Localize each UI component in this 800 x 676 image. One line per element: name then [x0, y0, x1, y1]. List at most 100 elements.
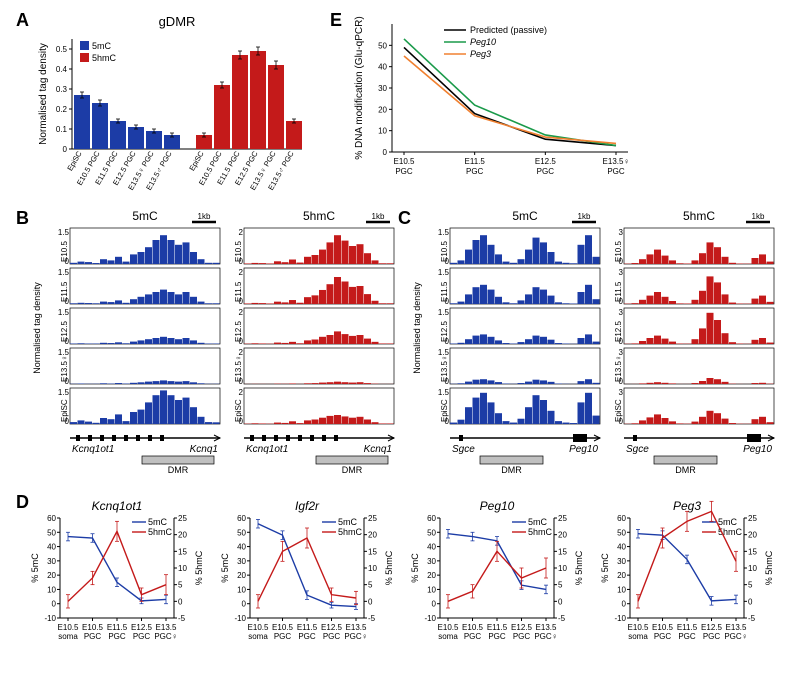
- svg-text:40: 40: [427, 543, 436, 552]
- svg-text:E10.5: E10.5: [628, 623, 649, 632]
- svg-text:25: 25: [748, 514, 757, 523]
- svg-text:E11.5: E11.5: [465, 157, 486, 166]
- svg-text:PGC: PGC: [488, 632, 506, 641]
- svg-text:0: 0: [619, 337, 624, 346]
- svg-text:PGC♀: PGC♀: [724, 632, 747, 641]
- svg-text:10: 10: [748, 564, 757, 573]
- svg-text:-5: -5: [178, 614, 186, 623]
- svg-text:15: 15: [178, 547, 187, 556]
- svg-text:E10.5: E10.5: [462, 623, 483, 632]
- svg-text:E12.5: E12.5: [701, 623, 722, 632]
- svg-text:5mC: 5mC: [512, 210, 538, 223]
- svg-text:10: 10: [368, 564, 377, 573]
- svg-text:5mC: 5mC: [92, 41, 112, 51]
- svg-text:0: 0: [65, 297, 70, 306]
- svg-text:5hmC: 5hmC: [148, 527, 173, 537]
- svg-text:5: 5: [178, 581, 183, 590]
- svg-text:DMR: DMR: [501, 465, 522, 475]
- svg-text:PGC: PGC: [133, 632, 151, 641]
- svg-text:5hmC: 5hmC: [683, 210, 715, 223]
- svg-text:15: 15: [558, 547, 567, 556]
- panel-e-chart: 01020304050% DNA modification (Glu-qPCR)…: [348, 14, 658, 204]
- svg-text:0.1: 0.1: [56, 125, 68, 134]
- svg-text:10: 10: [427, 585, 436, 594]
- svg-text:-5: -5: [558, 614, 566, 623]
- svg-text:E11.5: E11.5: [677, 623, 698, 632]
- svg-text:0.2: 0.2: [56, 105, 68, 114]
- svg-text:% DNA modification (Glu-qPCR): % DNA modification (Glu-qPCR): [354, 16, 365, 159]
- svg-text:0: 0: [445, 377, 450, 386]
- svg-text:Igf2r: Igf2r: [295, 499, 320, 513]
- svg-text:0: 0: [445, 417, 450, 426]
- svg-text:50: 50: [427, 528, 436, 537]
- svg-text:5: 5: [558, 581, 563, 590]
- panel-b-tracks: Normalised tag density5mC1kbE10.51.50E11…: [30, 210, 396, 488]
- svg-text:1.5: 1.5: [58, 308, 70, 317]
- panel-c-tracks: Normalised tag density5mC1kbE10.51.50E11…: [410, 210, 776, 488]
- svg-text:PGC: PGC: [537, 167, 555, 176]
- svg-text:% 5mC: % 5mC: [600, 553, 610, 583]
- svg-text:0: 0: [242, 600, 247, 609]
- svg-text:0: 0: [178, 597, 183, 606]
- svg-text:60: 60: [47, 514, 56, 523]
- svg-text:60: 60: [237, 514, 246, 523]
- svg-text:0: 0: [239, 377, 244, 386]
- svg-text:1.5: 1.5: [58, 268, 70, 277]
- svg-text:0: 0: [619, 377, 624, 386]
- svg-text:10: 10: [237, 585, 246, 594]
- svg-text:soma: soma: [248, 632, 268, 641]
- svg-text:5mC: 5mC: [148, 517, 168, 527]
- svg-text:20: 20: [237, 571, 246, 580]
- svg-text:25: 25: [558, 514, 567, 523]
- svg-text:10: 10: [558, 564, 567, 573]
- svg-text:5: 5: [368, 581, 373, 590]
- svg-text:PGC♀: PGC♀: [154, 632, 177, 641]
- svg-text:PGC: PGC: [323, 632, 341, 641]
- svg-text:20: 20: [378, 105, 387, 114]
- svg-text:50: 50: [378, 41, 387, 50]
- svg-text:3: 3: [619, 348, 624, 357]
- svg-text:0: 0: [52, 600, 57, 609]
- svg-text:PGC: PGC: [678, 632, 696, 641]
- svg-text:40: 40: [237, 543, 246, 552]
- svg-text:E10.5: E10.5: [58, 623, 79, 632]
- svg-text:DMR: DMR: [342, 465, 363, 475]
- svg-text:3: 3: [619, 268, 624, 277]
- svg-text:E13.5: E13.5: [536, 623, 557, 632]
- svg-text:% 5hmC: % 5hmC: [384, 550, 394, 585]
- svg-text:30: 30: [47, 557, 56, 566]
- svg-text:1.5: 1.5: [438, 228, 450, 237]
- svg-text:% 5mC: % 5mC: [410, 553, 420, 583]
- svg-text:E12.5: E12.5: [321, 623, 342, 632]
- svg-text:0: 0: [65, 337, 70, 346]
- svg-text:20: 20: [368, 531, 377, 540]
- svg-text:40: 40: [47, 543, 56, 552]
- svg-text:E11.5: E11.5: [487, 623, 508, 632]
- svg-text:E13.5♀: E13.5♀: [603, 157, 630, 166]
- svg-text:PGC♀: PGC♀: [534, 632, 557, 641]
- svg-text:Normalised tag density: Normalised tag density: [32, 282, 42, 374]
- svg-text:3: 3: [619, 388, 624, 397]
- svg-text:5mC: 5mC: [338, 517, 358, 527]
- svg-text:15: 15: [748, 547, 757, 556]
- svg-text:0: 0: [619, 297, 624, 306]
- panel-a-chart: 00.10.20.30.40.5Normalised tag density5m…: [32, 29, 322, 219]
- svg-text:3: 3: [619, 308, 624, 317]
- svg-text:0: 0: [239, 337, 244, 346]
- svg-text:Kcnq1ot1: Kcnq1ot1: [92, 499, 143, 513]
- svg-text:0: 0: [239, 257, 244, 266]
- svg-text:1kb: 1kb: [198, 212, 211, 221]
- svg-text:-10: -10: [234, 614, 246, 623]
- svg-text:50: 50: [47, 528, 56, 537]
- panel-b-label: B: [16, 208, 29, 229]
- svg-text:20: 20: [617, 571, 626, 580]
- svg-text:PGC: PGC: [466, 167, 484, 176]
- panel-d-label: D: [16, 492, 29, 513]
- svg-text:5: 5: [748, 581, 753, 590]
- svg-text:E10.5: E10.5: [652, 623, 673, 632]
- svg-text:5mC: 5mC: [132, 210, 158, 223]
- svg-text:1kb: 1kb: [578, 212, 591, 221]
- svg-text:0: 0: [748, 597, 753, 606]
- svg-text:30: 30: [427, 557, 436, 566]
- svg-text:DMR: DMR: [675, 465, 696, 475]
